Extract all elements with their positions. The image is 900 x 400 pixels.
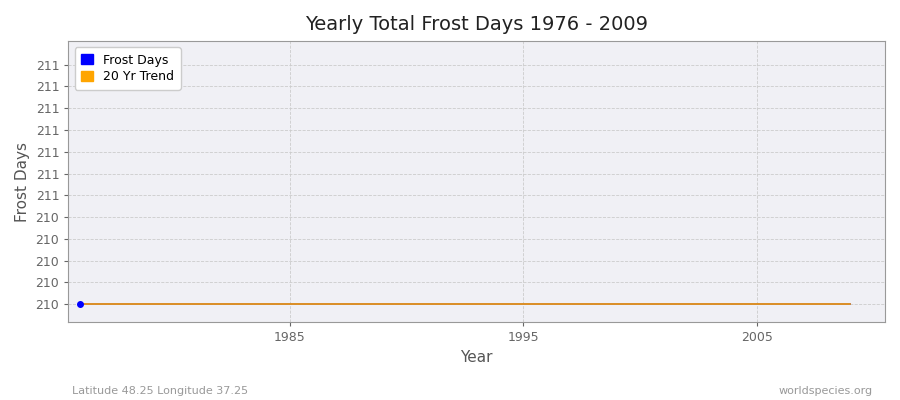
- Frost Days: [448, 302, 459, 307]
- Frost Days: [658, 302, 669, 307]
- Frost Days: [728, 302, 739, 307]
- 20 Yr Trend: [331, 302, 342, 307]
- Frost Days: [331, 302, 342, 307]
- 20 Yr Trend: [401, 302, 412, 307]
- Frost Days: [238, 302, 248, 307]
- 20 Yr Trend: [145, 302, 156, 307]
- 20 Yr Trend: [728, 302, 739, 307]
- 20 Yr Trend: [564, 302, 575, 307]
- 20 Yr Trend: [844, 302, 855, 307]
- 20 Yr Trend: [355, 302, 365, 307]
- Frost Days: [472, 302, 482, 307]
- Frost Days: [798, 302, 809, 307]
- Frost Days: [168, 302, 179, 307]
- Frost Days: [634, 302, 645, 307]
- Frost Days: [611, 302, 622, 307]
- 20 Yr Trend: [238, 302, 248, 307]
- 20 Yr Trend: [798, 302, 809, 307]
- Frost Days: [495, 302, 506, 307]
- Frost Days: [308, 302, 319, 307]
- 20 Yr Trend: [634, 302, 645, 307]
- 20 Yr Trend: [472, 302, 482, 307]
- Frost Days: [775, 302, 786, 307]
- 20 Yr Trend: [658, 302, 669, 307]
- Frost Days: [705, 302, 716, 307]
- 20 Yr Trend: [541, 302, 552, 307]
- Title: Yearly Total Frost Days 1976 - 2009: Yearly Total Frost Days 1976 - 2009: [305, 15, 648, 34]
- Frost Days: [261, 302, 272, 307]
- Frost Days: [822, 302, 832, 307]
- Text: Latitude 48.25 Longitude 37.25: Latitude 48.25 Longitude 37.25: [72, 386, 248, 396]
- Frost Days: [518, 302, 528, 307]
- Frost Days: [588, 302, 598, 307]
- Frost Days: [681, 302, 692, 307]
- 20 Yr Trend: [168, 302, 179, 307]
- Frost Days: [752, 302, 762, 307]
- Frost Days: [355, 302, 365, 307]
- Frost Days: [844, 302, 855, 307]
- 20 Yr Trend: [75, 302, 86, 307]
- 20 Yr Trend: [192, 302, 202, 307]
- 20 Yr Trend: [98, 302, 109, 307]
- Frost Days: [284, 302, 295, 307]
- Frost Days: [401, 302, 412, 307]
- 20 Yr Trend: [518, 302, 528, 307]
- 20 Yr Trend: [775, 302, 786, 307]
- Y-axis label: Frost Days: Frost Days: [15, 142, 30, 222]
- 20 Yr Trend: [284, 302, 295, 307]
- 20 Yr Trend: [261, 302, 272, 307]
- 20 Yr Trend: [214, 302, 225, 307]
- 20 Yr Trend: [378, 302, 389, 307]
- 20 Yr Trend: [752, 302, 762, 307]
- 20 Yr Trend: [122, 302, 132, 307]
- Frost Days: [192, 302, 202, 307]
- 20 Yr Trend: [425, 302, 436, 307]
- Text: worldspecies.org: worldspecies.org: [778, 386, 873, 396]
- Frost Days: [541, 302, 552, 307]
- Frost Days: [564, 302, 575, 307]
- 20 Yr Trend: [611, 302, 622, 307]
- Frost Days: [98, 302, 109, 307]
- 20 Yr Trend: [588, 302, 598, 307]
- Frost Days: [214, 302, 225, 307]
- Legend: Frost Days, 20 Yr Trend: Frost Days, 20 Yr Trend: [75, 47, 181, 90]
- Frost Days: [145, 302, 156, 307]
- Frost Days: [425, 302, 436, 307]
- 20 Yr Trend: [308, 302, 319, 307]
- Frost Days: [75, 302, 86, 307]
- 20 Yr Trend: [705, 302, 716, 307]
- 20 Yr Trend: [448, 302, 459, 307]
- 20 Yr Trend: [495, 302, 506, 307]
- Frost Days: [122, 302, 132, 307]
- X-axis label: Year: Year: [461, 350, 493, 365]
- 20 Yr Trend: [681, 302, 692, 307]
- Frost Days: [378, 302, 389, 307]
- 20 Yr Trend: [822, 302, 832, 307]
